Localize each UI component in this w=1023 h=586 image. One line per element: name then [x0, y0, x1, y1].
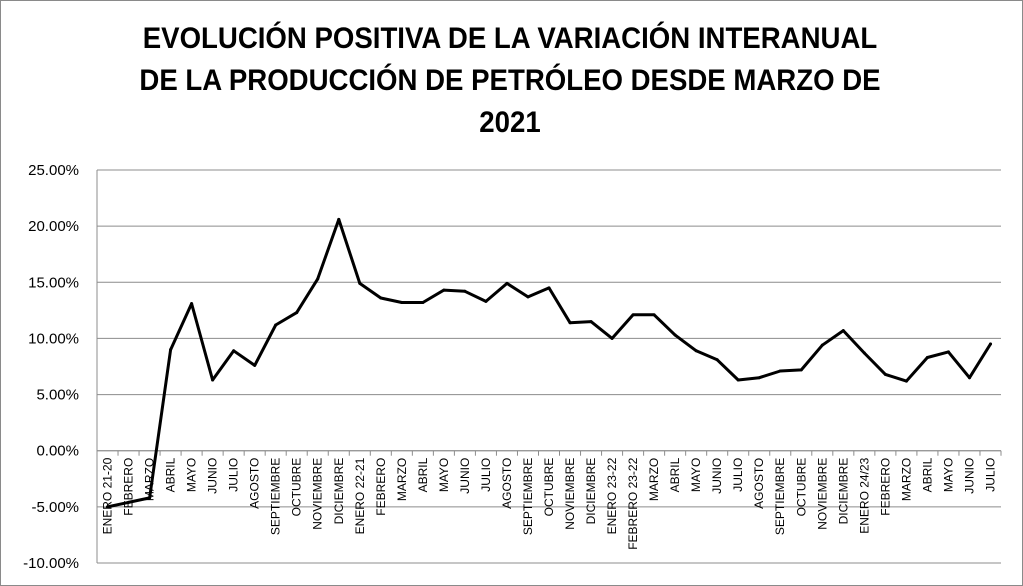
- x-tick-label: NOVIEMBRE: [311, 458, 325, 530]
- data-point: [946, 350, 950, 354]
- x-tick-label: JULIO: [479, 458, 493, 492]
- data-point: [274, 323, 278, 327]
- chart-title: EVOLUCIÓN POSITIVA DE LA VARIACIÓN INTER…: [96, 18, 924, 144]
- x-tick-label: NOVIEMBRE: [563, 458, 577, 530]
- x-tick-label: ENERO 22-21: [353, 457, 367, 534]
- x-tick-label: ABRIL: [920, 457, 934, 492]
- data-point: [925, 356, 929, 360]
- x-tick-label: NOVIEMBRE: [815, 458, 829, 530]
- x-tick-label: DICIEMBRE: [332, 458, 346, 525]
- chart-title-line-2: DE LA PRODUCCIÓN DE PETRÓLEO DESDE MARZO…: [139, 64, 881, 97]
- data-point: [169, 348, 173, 352]
- y-tick-label: 10.00%: [28, 330, 79, 347]
- data-point: [757, 376, 761, 380]
- data-point: [379, 296, 383, 300]
- x-tick-label: ENERO 23-22: [605, 457, 619, 534]
- x-tick-label: MAYO: [185, 458, 199, 492]
- data-point: [337, 217, 341, 221]
- data-point: [400, 300, 404, 304]
- data-point: [232, 349, 236, 353]
- data-point: [211, 378, 215, 382]
- x-tick-label: OCTUBRE: [542, 458, 556, 517]
- data-point: [883, 372, 887, 376]
- x-tick-label: JULIO: [731, 458, 745, 492]
- y-tick-label: 5.00%: [36, 387, 79, 404]
- data-point: [484, 299, 488, 303]
- data-point: [778, 369, 782, 373]
- data-point: [505, 281, 509, 285]
- x-tick-label: JUNIO: [206, 458, 220, 494]
- data-point: [589, 320, 593, 324]
- x-tick-label: FEBRERO: [374, 458, 388, 516]
- x-tick-label: JUNIO: [458, 458, 472, 494]
- data-point: [526, 295, 530, 299]
- data-point: [736, 378, 740, 382]
- x-tick-label: JULIO: [227, 458, 241, 492]
- data-point: [610, 336, 614, 340]
- data-point: [442, 288, 446, 292]
- x-tick-label: AGOSTO: [752, 458, 766, 509]
- y-tick-label: -10.00%: [23, 555, 79, 572]
- x-tick-label: JUNIO: [710, 458, 724, 494]
- data-point: [316, 277, 320, 281]
- x-tick-label: AGOSTO: [500, 458, 514, 509]
- y-tick-label: 15.00%: [28, 274, 79, 291]
- data-point: [295, 311, 299, 315]
- x-tick-label: SEPTIEMBRE: [521, 458, 535, 535]
- y-tick-label: 0.00%: [36, 443, 79, 460]
- x-tick-label: JUNIO: [962, 458, 976, 494]
- x-tick-label: MAYO: [941, 458, 955, 492]
- x-tick-label: JULIO: [983, 458, 997, 492]
- x-tick-label: FEBRERO 23-22: [626, 457, 640, 549]
- data-point: [568, 321, 572, 325]
- x-tick-label: DICIEMBRE: [584, 458, 598, 525]
- x-tick-label: ENERO 24/23: [857, 457, 871, 533]
- y-tick-label: -5.00%: [31, 499, 79, 516]
- x-tick-label: MARZO: [647, 458, 661, 501]
- data-point: [358, 281, 362, 285]
- data-point: [820, 343, 824, 347]
- x-tick-label: FEBRERO: [122, 458, 136, 516]
- data-point: [799, 368, 803, 372]
- data-point: [463, 289, 467, 293]
- data-point: [715, 358, 719, 362]
- data-point: [253, 363, 257, 367]
- x-tick-label: ABRIL: [416, 457, 430, 492]
- x-tick-label: MARZO: [395, 458, 409, 501]
- data-point: [694, 349, 698, 353]
- data-point: [988, 342, 992, 346]
- data-point: [148, 496, 152, 500]
- x-tick-label: SEPTIEMBRE: [269, 458, 283, 535]
- y-tick-label: 25.00%: [28, 162, 79, 179]
- x-tick-label: ABRIL: [164, 457, 178, 492]
- data-point: [673, 333, 677, 337]
- x-tick-label: OCTUBRE: [290, 458, 304, 517]
- data-point: [841, 329, 845, 333]
- data-point: [652, 313, 656, 317]
- x-tick-label: MAYO: [689, 458, 703, 492]
- data-point: [904, 379, 908, 383]
- data-point: [421, 300, 425, 304]
- data-point: [967, 376, 971, 380]
- x-tick-label: MAYO: [437, 458, 451, 492]
- x-tick-label: ABRIL: [668, 457, 682, 492]
- x-tick-label: OCTUBRE: [794, 458, 808, 517]
- x-tick-label: DICIEMBRE: [836, 458, 850, 525]
- data-point: [190, 302, 194, 306]
- data-point: [127, 500, 131, 504]
- data-point: [547, 286, 551, 290]
- x-tick-label: AGOSTO: [248, 458, 262, 509]
- x-tick-label: MARZO: [899, 458, 913, 501]
- y-tick-label: 20.00%: [28, 218, 79, 235]
- chart-title-line-3: 2021: [479, 106, 541, 139]
- chart-title-line-1: EVOLUCIÓN POSITIVA DE LA VARIACIÓN INTER…: [142, 22, 878, 55]
- x-tick-label: FEBRERO: [878, 458, 892, 516]
- x-tick-label: ENERO 21-20: [101, 457, 115, 534]
- data-point: [631, 313, 635, 317]
- x-tick-label: SEPTIEMBRE: [773, 458, 787, 535]
- data-point: [106, 505, 110, 509]
- data-point: [862, 351, 866, 355]
